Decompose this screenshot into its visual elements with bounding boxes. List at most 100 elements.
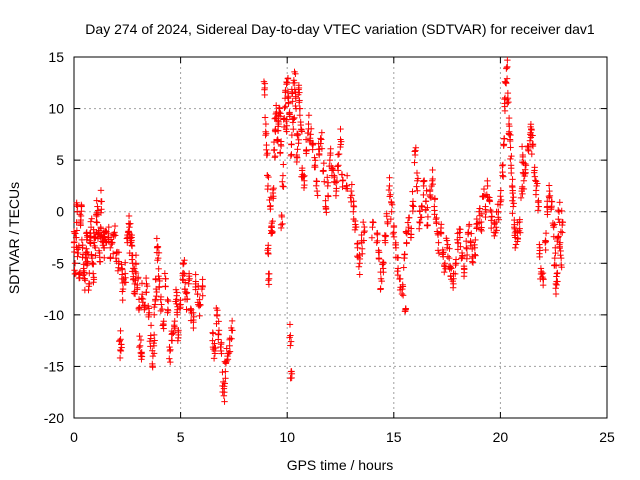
data-point — [471, 251, 479, 258]
data-point — [307, 131, 314, 138]
data-point — [502, 79, 509, 87]
data-point — [315, 146, 322, 153]
y-tick-label: -20 — [44, 410, 64, 426]
data-point — [491, 232, 498, 240]
data-point — [559, 219, 567, 226]
data-point — [324, 192, 332, 199]
data-point — [403, 240, 410, 247]
data-point — [332, 179, 340, 186]
data-point — [278, 211, 285, 219]
data-point — [318, 129, 326, 136]
data-point — [320, 159, 328, 167]
data-point — [290, 125, 297, 133]
data-point — [87, 240, 94, 247]
data-point — [289, 116, 296, 123]
data-point — [486, 194, 493, 201]
data-point — [272, 128, 279, 135]
data-point — [292, 102, 299, 110]
data-point — [317, 135, 324, 142]
data-point — [197, 301, 204, 309]
data-point — [98, 206, 105, 213]
data-point — [93, 218, 100, 226]
data-point — [199, 276, 206, 283]
data-point — [187, 305, 194, 312]
data-point — [289, 98, 296, 105]
data-point — [211, 350, 219, 357]
data-point — [348, 192, 356, 199]
data-point — [531, 164, 538, 171]
data-point — [309, 140, 317, 147]
data-point — [551, 261, 558, 269]
data-point — [369, 218, 376, 226]
data-point — [166, 355, 173, 362]
data-point — [499, 162, 506, 169]
data-point — [108, 239, 115, 246]
data-point — [94, 203, 101, 210]
data-point — [173, 289, 181, 296]
data-point — [222, 375, 229, 382]
y-axis-label: SDTVAR / TECUs — [6, 182, 22, 294]
data-point — [209, 329, 216, 336]
data-point — [494, 214, 502, 221]
data-point — [179, 260, 187, 268]
data-point — [270, 138, 278, 146]
data-point — [96, 258, 104, 266]
data-point — [433, 220, 440, 227]
data-point — [286, 321, 294, 328]
y-tick-labels: -20 -15 -10 -5 0 5 10 15 — [44, 49, 64, 426]
data-point — [302, 136, 310, 143]
data-point — [510, 200, 517, 207]
data-point — [443, 235, 450, 242]
data-point — [125, 212, 133, 220]
data-point — [150, 339, 157, 347]
data-point — [122, 274, 129, 281]
data-point — [294, 146, 301, 153]
data-point — [298, 164, 306, 172]
data-point — [105, 230, 112, 237]
x-tick-label: 5 — [177, 429, 185, 445]
data-point — [115, 258, 123, 265]
data-point — [554, 207, 562, 214]
data-point — [383, 210, 390, 217]
data-point — [220, 383, 228, 390]
y-tick-label: -10 — [44, 307, 64, 323]
data-point — [509, 210, 516, 217]
data-point — [97, 225, 105, 232]
data-point — [107, 244, 114, 252]
data-point — [117, 347, 125, 355]
data-point — [295, 140, 302, 147]
data-point — [412, 144, 420, 151]
data-point — [89, 259, 96, 267]
data-point — [95, 247, 103, 254]
data-point — [437, 230, 445, 237]
data-point — [313, 187, 321, 195]
data-point — [416, 225, 423, 232]
data-point — [291, 114, 298, 122]
data-point — [71, 238, 78, 246]
data-point — [280, 161, 287, 168]
data-point — [279, 172, 287, 179]
data-point — [472, 252, 479, 259]
data-point — [281, 104, 288, 111]
data-point — [394, 265, 402, 272]
data-point — [555, 215, 562, 223]
y-tick-label: 5 — [56, 152, 64, 168]
data-point — [427, 194, 435, 201]
data-point — [400, 264, 407, 271]
data-point — [374, 229, 381, 237]
data-point — [497, 196, 505, 204]
data-point — [112, 232, 119, 239]
data-point — [112, 254, 120, 262]
data-point — [413, 183, 420, 190]
data-point — [344, 185, 351, 192]
data-point — [420, 191, 427, 199]
data-point — [354, 240, 361, 248]
data-point — [118, 271, 126, 278]
data-point — [147, 322, 155, 329]
data-point — [264, 185, 271, 193]
data-point — [101, 244, 108, 252]
data-point — [501, 107, 509, 115]
data-point — [287, 338, 295, 345]
data-point — [460, 269, 468, 276]
data-point — [213, 312, 221, 320]
